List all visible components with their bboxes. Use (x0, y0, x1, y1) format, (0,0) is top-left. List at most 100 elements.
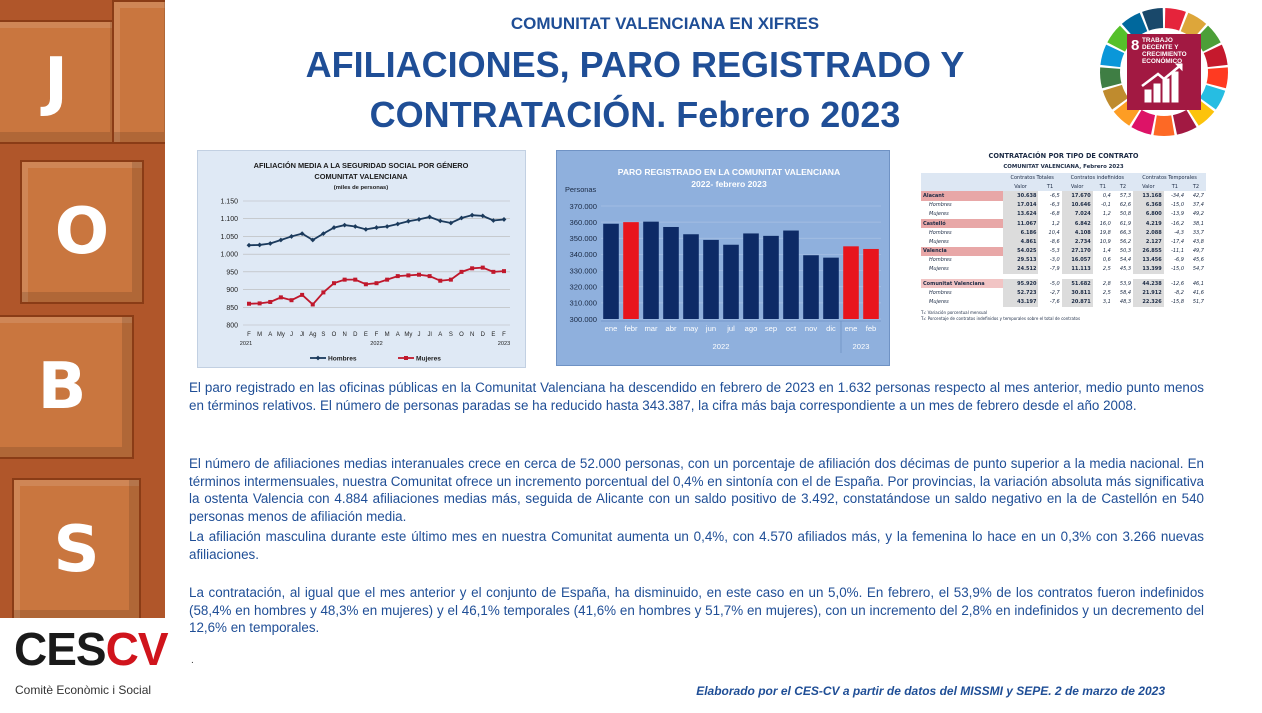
table-cell: -12,6 (1171, 280, 1184, 287)
table-cell: 20.871 (1061, 297, 1093, 307)
table-column-header: Valor (1061, 182, 1093, 192)
block-edge (112, 0, 165, 144)
x-tick-label: N (342, 332, 346, 338)
table-cell: 6.368 (1133, 200, 1164, 210)
chart-ylabel: Personas (565, 185, 597, 194)
x-tick-label: S (449, 332, 453, 338)
x-tick-label: A (396, 332, 400, 338)
table-cell: 2,8 (1102, 280, 1111, 287)
x-tick-label: N (470, 332, 474, 338)
chart-title: AFILIACIÓN MEDIA A LA SEGURIDAD SOCIAL P… (254, 161, 469, 170)
table-cell: 30.638 (1002, 191, 1039, 201)
y-tick-label: 1.050 (220, 234, 238, 241)
data-point (374, 225, 379, 230)
table-title: CONTRATACIÓN POR TIPO DE CONTRATO (988, 152, 1139, 160)
table-cell: 2,5 (1102, 266, 1111, 273)
block-j: J (0, 20, 122, 144)
data-point (416, 217, 422, 222)
data-point (331, 225, 337, 230)
block-b: B (0, 315, 134, 459)
sdg-8-logo: 8 TRABAJO DECENTE Y CRECIMIENTO ECONÓMIC… (1100, 8, 1228, 136)
x-tick-label: F (375, 332, 379, 338)
y-tick-label: 1.000 (220, 252, 238, 259)
chart-subtitle: COMUNITAT VALENCIANA (314, 172, 408, 181)
table-cell: 2.734 (1061, 237, 1093, 247)
y-tick-label: 370.000 (570, 202, 597, 211)
row-label: Hombres (929, 202, 952, 209)
paragraph-gender-affiliation: La afiliación masculina durante este últ… (189, 529, 1204, 562)
x-tick-label: ene (605, 324, 618, 333)
legend-label: Mujeres (416, 356, 441, 363)
x-tick-label: M (385, 332, 390, 338)
sdg-wheel-segment (1100, 44, 1125, 68)
bar-nov (803, 255, 819, 319)
stray-dot: . (191, 655, 194, 666)
block-letter: J (44, 45, 68, 119)
table-row: Alacant 30.638 -6,5 17.670 0,4 57,3 13.168 -34,… (921, 191, 1206, 201)
data-point (405, 218, 411, 224)
table-cell: 6.800 (1133, 209, 1164, 219)
table-cell: -17,4 (1171, 238, 1184, 245)
data-point (480, 265, 485, 270)
data-point (491, 269, 496, 274)
block-letter: S (53, 513, 100, 587)
y-tick-label: 310.000 (570, 299, 597, 308)
data-point (374, 281, 379, 286)
data-point (501, 217, 507, 222)
table-cell: 11.067 (1002, 218, 1039, 229)
table-cell: 3,1 (1102, 299, 1111, 306)
jobs-blocks-image: J O B S (0, 0, 165, 618)
y-tick-label: 900 (226, 287, 238, 294)
data-point (448, 277, 453, 282)
table-column-header: T2 (1186, 182, 1206, 192)
y-tick-label: 330.000 (570, 266, 597, 275)
sdg-wheel-segment (1100, 67, 1122, 89)
data-point (438, 278, 443, 283)
data-point (268, 299, 273, 304)
table-cell: 61,9 (1119, 220, 1132, 227)
legend-marker (315, 355, 321, 361)
y-tick-label: 850 (226, 305, 238, 312)
contracts-table-panel: CONTRATACIÓN POR TIPO DE CONTRATO COMUNI… (921, 150, 1206, 364)
page-title: AFILIACIONES, PARO REGISTRADO Y CONTRATA… (250, 40, 1020, 140)
footer-credit: Elaborado por el CES-CV a partir de dato… (696, 684, 1165, 698)
year-label: 2023 (853, 342, 870, 351)
row-label: Hombres (929, 229, 952, 236)
x-tick-label: Ag (309, 332, 316, 338)
chart-unit: (miles de personas) (334, 185, 389, 191)
sdg-wheel-segment (1172, 109, 1197, 135)
row-label: Mujeres (929, 266, 949, 273)
data-point (342, 277, 347, 282)
row-label: Mujeres (929, 299, 949, 306)
x-tick-label: F (247, 332, 251, 338)
x-tick-label: oct (786, 324, 797, 333)
data-point (332, 281, 336, 286)
year-label: 2021 (240, 341, 252, 347)
table-cell: 0,4 (1102, 192, 1111, 199)
sdg-wheel-segment (1199, 84, 1226, 110)
table-row: Mujeres 4.861 -8,6 2.734 10,9 56,2 2.127 -17,4 4… (921, 237, 1206, 247)
table-cell: -2,7 (1049, 289, 1060, 296)
y-tick-label: 350.000 (570, 234, 597, 243)
table-group-header: Contratos Temporales (1133, 173, 1206, 183)
sdg-label: TRABAJO DECENTE Y CRECIMIENTO ECONÓMICO (1142, 37, 1187, 63)
affiliation-chart-panel: AFILIACIÓN MEDIA A LA SEGURIDAD SOCIAL P… (197, 150, 526, 368)
data-point (257, 242, 263, 248)
table-cell: 54,7 (1192, 266, 1204, 273)
table-row: Comunitat Valenciana 95.920 -5,0 51.682 2,8 5… (921, 279, 1206, 289)
y-tick-label: 300.000 (570, 315, 597, 324)
table-cell: 29.513 (1002, 255, 1039, 265)
bar-ene (843, 246, 859, 319)
data-point (310, 302, 315, 307)
bar-jun (703, 239, 719, 319)
bar-dic (823, 257, 839, 319)
table-cell: 13.399 (1133, 264, 1164, 275)
table-row: Mujeres 24.512 -7,9 11.113 2,5 45,3 13.399 -15,… (921, 264, 1206, 275)
table-cell: 44.238 (1133, 279, 1164, 289)
y-tick-label: 1.150 (220, 199, 238, 206)
table-cell: 42,7 (1192, 192, 1204, 199)
sdg-wheel-segment (1153, 115, 1175, 136)
sdg-wheel-segment (1206, 67, 1228, 89)
table-cell: -15,0 (1171, 266, 1184, 273)
data-point (480, 213, 486, 219)
